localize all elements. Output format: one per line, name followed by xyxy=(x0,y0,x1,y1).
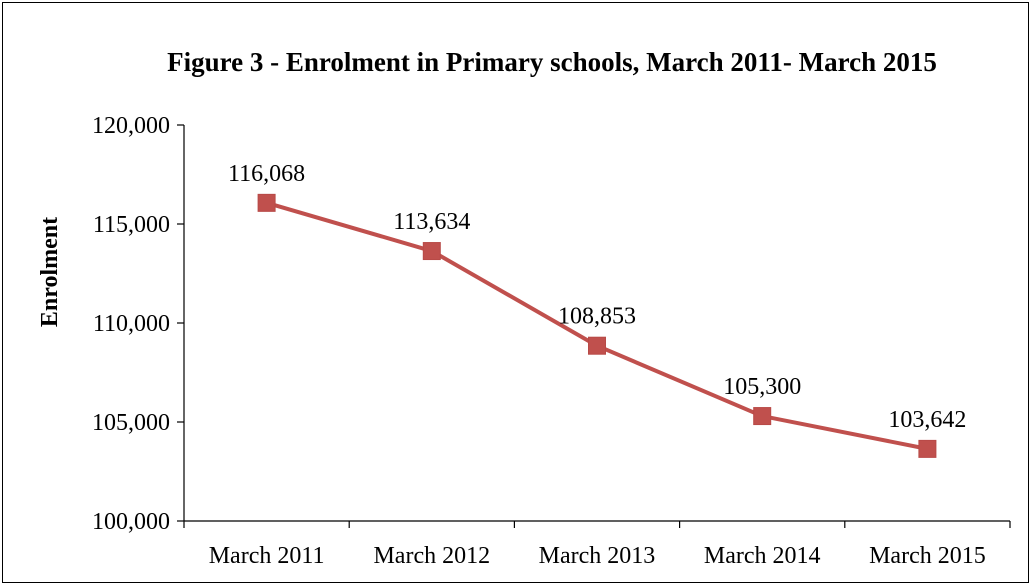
data-point-marker xyxy=(753,407,772,426)
y-tick-label: 110,000 xyxy=(93,311,170,337)
x-tick-label: March 2014 xyxy=(704,543,821,569)
data-point-marker xyxy=(257,193,276,212)
chart-title: Figure 3 - Enrolment in Primary schools,… xyxy=(167,47,937,77)
x-tick-label: March 2012 xyxy=(373,543,490,569)
series-layer xyxy=(257,193,937,458)
x-tick-label: March 2013 xyxy=(539,543,656,569)
y-tick-label: 115,000 xyxy=(93,212,170,238)
data-point-marker xyxy=(588,336,606,355)
data-label: 105,300 xyxy=(723,374,801,400)
data-point-marker xyxy=(422,242,441,261)
x-axis-ticks: March 2011 March 2012 March 2013 March 2014… xyxy=(183,521,1011,569)
data-point-marker xyxy=(918,439,937,458)
data-label: 108,853 xyxy=(558,304,636,330)
x-tick-label: March 2011 xyxy=(209,543,325,569)
y-axis-label: Enrolment xyxy=(37,217,63,327)
y-tick-label: 120,000 xyxy=(92,113,170,139)
data-label: 113,634 xyxy=(393,209,470,235)
y-axis-ticks: 100,000 105,000 110,000 115,000 120,000 xyxy=(92,113,184,535)
data-label: 116,068 xyxy=(228,161,305,187)
y-tick-label: 105,000 xyxy=(92,410,170,436)
data-labels: 116,068 113,634 108,853 105,300 103,642 xyxy=(228,161,966,433)
x-tick-label: March 2015 xyxy=(869,543,986,569)
data-label: 103,642 xyxy=(888,407,966,433)
y-tick-label: 100,000 xyxy=(92,509,170,535)
